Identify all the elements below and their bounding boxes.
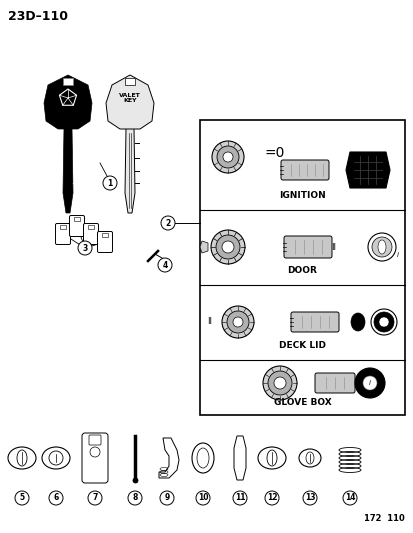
Ellipse shape — [211, 141, 243, 173]
Polygon shape — [44, 75, 92, 129]
Bar — [74, 217, 80, 221]
Bar — [88, 225, 94, 229]
Polygon shape — [159, 438, 178, 478]
Polygon shape — [345, 152, 389, 188]
Polygon shape — [233, 436, 245, 480]
Text: =0: =0 — [264, 146, 285, 160]
Bar — [63, 78, 73, 85]
Ellipse shape — [221, 241, 233, 253]
Polygon shape — [106, 75, 154, 129]
Ellipse shape — [350, 313, 364, 331]
FancyBboxPatch shape — [69, 215, 84, 237]
Circle shape — [49, 451, 63, 465]
FancyBboxPatch shape — [55, 223, 70, 245]
Text: 9: 9 — [164, 494, 169, 503]
Polygon shape — [63, 128, 73, 213]
FancyBboxPatch shape — [283, 236, 331, 258]
Ellipse shape — [216, 146, 238, 168]
FancyBboxPatch shape — [290, 312, 338, 332]
Ellipse shape — [262, 366, 296, 400]
Ellipse shape — [42, 447, 70, 469]
Text: i: i — [368, 380, 370, 386]
Text: 8: 8 — [132, 494, 138, 503]
Ellipse shape — [373, 312, 393, 332]
Text: 10: 10 — [197, 494, 208, 503]
Circle shape — [128, 491, 142, 505]
Text: 1: 1 — [107, 179, 112, 188]
Polygon shape — [125, 128, 135, 213]
Circle shape — [195, 491, 209, 505]
Ellipse shape — [197, 448, 209, 468]
Bar — [60, 225, 66, 229]
Circle shape — [49, 491, 63, 505]
FancyBboxPatch shape — [89, 435, 101, 445]
Circle shape — [342, 491, 356, 505]
Polygon shape — [199, 241, 207, 253]
Text: VALET
KEY: VALET KEY — [119, 93, 140, 103]
Text: 5: 5 — [19, 494, 24, 503]
Circle shape — [88, 491, 102, 505]
Ellipse shape — [226, 311, 248, 333]
Ellipse shape — [8, 447, 36, 469]
Ellipse shape — [354, 368, 384, 398]
Text: 6: 6 — [53, 494, 59, 503]
Ellipse shape — [367, 233, 395, 261]
Text: 14: 14 — [344, 494, 354, 503]
Text: i: i — [396, 252, 398, 258]
Text: 7: 7 — [92, 494, 97, 503]
Text: IGNITION: IGNITION — [278, 191, 325, 200]
Text: 12: 12 — [266, 494, 277, 503]
Text: DOOR: DOOR — [287, 266, 317, 275]
Ellipse shape — [223, 152, 233, 162]
Text: 11: 11 — [234, 494, 244, 503]
Circle shape — [78, 241, 92, 255]
Ellipse shape — [370, 309, 396, 335]
Bar — [199, 120, 404, 415]
Ellipse shape — [216, 235, 240, 259]
Text: 4: 4 — [162, 261, 167, 270]
Ellipse shape — [17, 450, 27, 466]
FancyBboxPatch shape — [97, 231, 112, 253]
Circle shape — [264, 491, 278, 505]
Ellipse shape — [305, 452, 313, 464]
Circle shape — [90, 447, 100, 457]
Ellipse shape — [298, 449, 320, 467]
Text: 23D–110: 23D–110 — [8, 10, 68, 23]
Circle shape — [161, 216, 175, 230]
Ellipse shape — [266, 450, 276, 466]
Ellipse shape — [377, 240, 385, 254]
Ellipse shape — [233, 317, 242, 327]
Circle shape — [159, 491, 173, 505]
Ellipse shape — [362, 376, 376, 390]
Circle shape — [302, 491, 316, 505]
Ellipse shape — [221, 306, 254, 338]
Text: II: II — [207, 318, 212, 327]
FancyBboxPatch shape — [314, 373, 354, 393]
Circle shape — [15, 491, 29, 505]
Ellipse shape — [378, 317, 388, 327]
FancyBboxPatch shape — [83, 223, 98, 245]
Ellipse shape — [267, 371, 291, 395]
Text: DECK LID: DECK LID — [278, 341, 325, 350]
Text: 13: 13 — [304, 494, 314, 503]
Circle shape — [103, 176, 117, 190]
Ellipse shape — [211, 230, 244, 264]
Ellipse shape — [257, 447, 285, 469]
Circle shape — [158, 258, 171, 272]
Circle shape — [233, 491, 247, 505]
FancyBboxPatch shape — [280, 160, 328, 180]
FancyBboxPatch shape — [82, 433, 108, 483]
Text: GLOVE BOX: GLOVE BOX — [273, 398, 330, 407]
Ellipse shape — [192, 443, 214, 473]
Text: II: II — [331, 243, 336, 252]
Text: 3: 3 — [82, 244, 88, 253]
Text: 2: 2 — [165, 219, 170, 228]
Ellipse shape — [371, 237, 391, 257]
Bar — [125, 78, 135, 85]
Bar — [102, 233, 108, 237]
Ellipse shape — [273, 377, 285, 389]
Text: 172  110: 172 110 — [363, 514, 404, 523]
